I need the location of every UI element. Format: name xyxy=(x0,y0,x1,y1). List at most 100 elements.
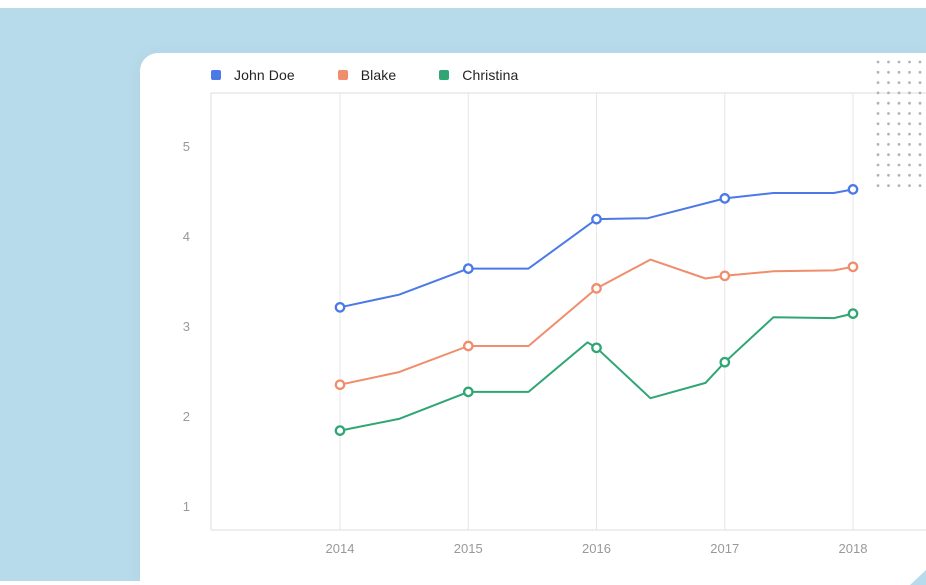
data-point-blake-2016[interactable] xyxy=(591,283,602,294)
decor-dot xyxy=(918,143,922,146)
decor-dot xyxy=(908,101,911,105)
decor-dot xyxy=(876,101,880,105)
decor-dot xyxy=(908,184,911,187)
decor-dot xyxy=(908,132,911,136)
legend-label: John Doe xyxy=(234,67,295,83)
y-axis-tick-2: 2 xyxy=(182,409,190,424)
series-john-doe xyxy=(334,184,859,313)
decor-dot xyxy=(897,163,901,167)
chart-legend: John Doe Blake Christina xyxy=(211,63,518,87)
decor-dot xyxy=(908,112,911,115)
data-point-john-doe-2014[interactable] xyxy=(334,301,346,313)
series-line-christina xyxy=(339,312,854,432)
data-point-christina-2014[interactable] xyxy=(334,425,346,436)
y-axis-tick-5: 5 xyxy=(182,139,190,154)
decor-dot xyxy=(876,60,880,64)
decor-dot xyxy=(876,122,880,126)
data-point-blake-2015[interactable] xyxy=(462,340,474,352)
data-point-christina-2018[interactable] xyxy=(847,308,859,319)
y-axis-tick-1: 1 xyxy=(182,499,190,514)
legend-item-christina[interactable]: Christina xyxy=(439,63,518,87)
data-point-blake-2017[interactable] xyxy=(719,270,731,282)
dot-pattern-decoration xyxy=(876,60,922,187)
decor-dot xyxy=(908,60,911,64)
decor-dot xyxy=(897,81,901,84)
decor-dot xyxy=(887,112,890,115)
decor-dot xyxy=(918,91,922,95)
decor-dot xyxy=(908,122,911,126)
y-axis-tick-3: 3 xyxy=(182,319,190,334)
decor-dot xyxy=(897,173,901,177)
data-point-christina-2016[interactable] xyxy=(591,342,602,354)
decor-dot xyxy=(876,112,880,115)
data-point-john-doe-2018[interactable] xyxy=(847,184,859,195)
decor-dot xyxy=(908,143,911,146)
decor-dot xyxy=(908,163,911,167)
decor-dot xyxy=(897,112,901,115)
decor-dot xyxy=(897,60,901,64)
decor-dot xyxy=(876,132,880,136)
decor-dot xyxy=(887,60,890,64)
decor-dot xyxy=(918,173,922,177)
decor-dot xyxy=(887,153,890,157)
data-point-john-doe-2016[interactable] xyxy=(591,213,602,225)
decor-dot xyxy=(887,143,890,146)
legend-swatch-christina xyxy=(439,70,450,80)
x-axis-tick-2016: 2016 xyxy=(582,541,611,556)
legend-item-john-doe[interactable]: John Doe xyxy=(211,63,295,87)
decor-dot xyxy=(887,101,890,105)
decor-dot xyxy=(876,163,880,167)
series-line-blake xyxy=(339,258,854,386)
data-point-john-doe-2017[interactable] xyxy=(719,193,731,204)
decor-dot xyxy=(918,132,922,136)
data-point-christina-2017[interactable] xyxy=(719,356,731,368)
decor-dot xyxy=(918,184,922,187)
decor-dot xyxy=(897,91,901,95)
decor-dot xyxy=(897,184,901,187)
legend-label: Christina xyxy=(462,67,519,83)
data-point-christina-2015[interactable] xyxy=(462,386,474,398)
series-christina xyxy=(334,308,859,436)
series-line-john-doe xyxy=(339,188,854,309)
chart-card: John Doe Blake Christina 1 2 3 4 5 2014 2015 2016… xyxy=(140,53,926,585)
legend-item-blake[interactable]: Blake xyxy=(337,63,397,87)
decor-dot xyxy=(876,173,880,177)
decor-dot xyxy=(887,81,890,84)
decor-dot xyxy=(876,91,880,95)
decor-dot xyxy=(918,112,922,115)
decor-dot xyxy=(887,132,890,136)
x-axis-tick-2017: 2017 xyxy=(710,541,740,556)
decor-dot xyxy=(918,153,922,157)
decor-dot xyxy=(897,153,901,157)
decor-dot xyxy=(918,101,922,105)
decor-dot xyxy=(897,70,901,74)
legend-swatch-john-doe xyxy=(211,70,221,80)
decor-dot xyxy=(918,70,922,74)
data-point-john-doe-2015[interactable] xyxy=(462,263,474,274)
x-axis-tick-2014: 2014 xyxy=(325,541,355,556)
decor-dot xyxy=(918,122,922,126)
decor-dot xyxy=(897,122,901,126)
decor-dot xyxy=(887,91,890,95)
data-point-blake-2014[interactable] xyxy=(334,379,346,391)
plot-border xyxy=(210,92,926,531)
decor-dot xyxy=(887,122,890,126)
decor-dot xyxy=(918,81,922,84)
decor-dot xyxy=(908,173,911,177)
data-point-blake-2018[interactable] xyxy=(847,261,859,273)
decor-dot xyxy=(918,60,922,64)
decor-dot xyxy=(908,81,911,84)
x-axis-tick-2018: 2018 xyxy=(838,541,868,556)
decor-dot xyxy=(897,143,901,146)
legend-swatch-blake xyxy=(337,70,348,80)
decor-dot xyxy=(897,132,901,136)
line-chart xyxy=(210,92,926,531)
decor-dot xyxy=(876,81,880,84)
decor-dot xyxy=(918,163,922,167)
decor-dot xyxy=(876,70,880,74)
decor-dot xyxy=(876,153,880,157)
series-blake xyxy=(334,258,859,391)
decor-dot xyxy=(887,173,890,177)
decor-dot xyxy=(887,163,890,167)
